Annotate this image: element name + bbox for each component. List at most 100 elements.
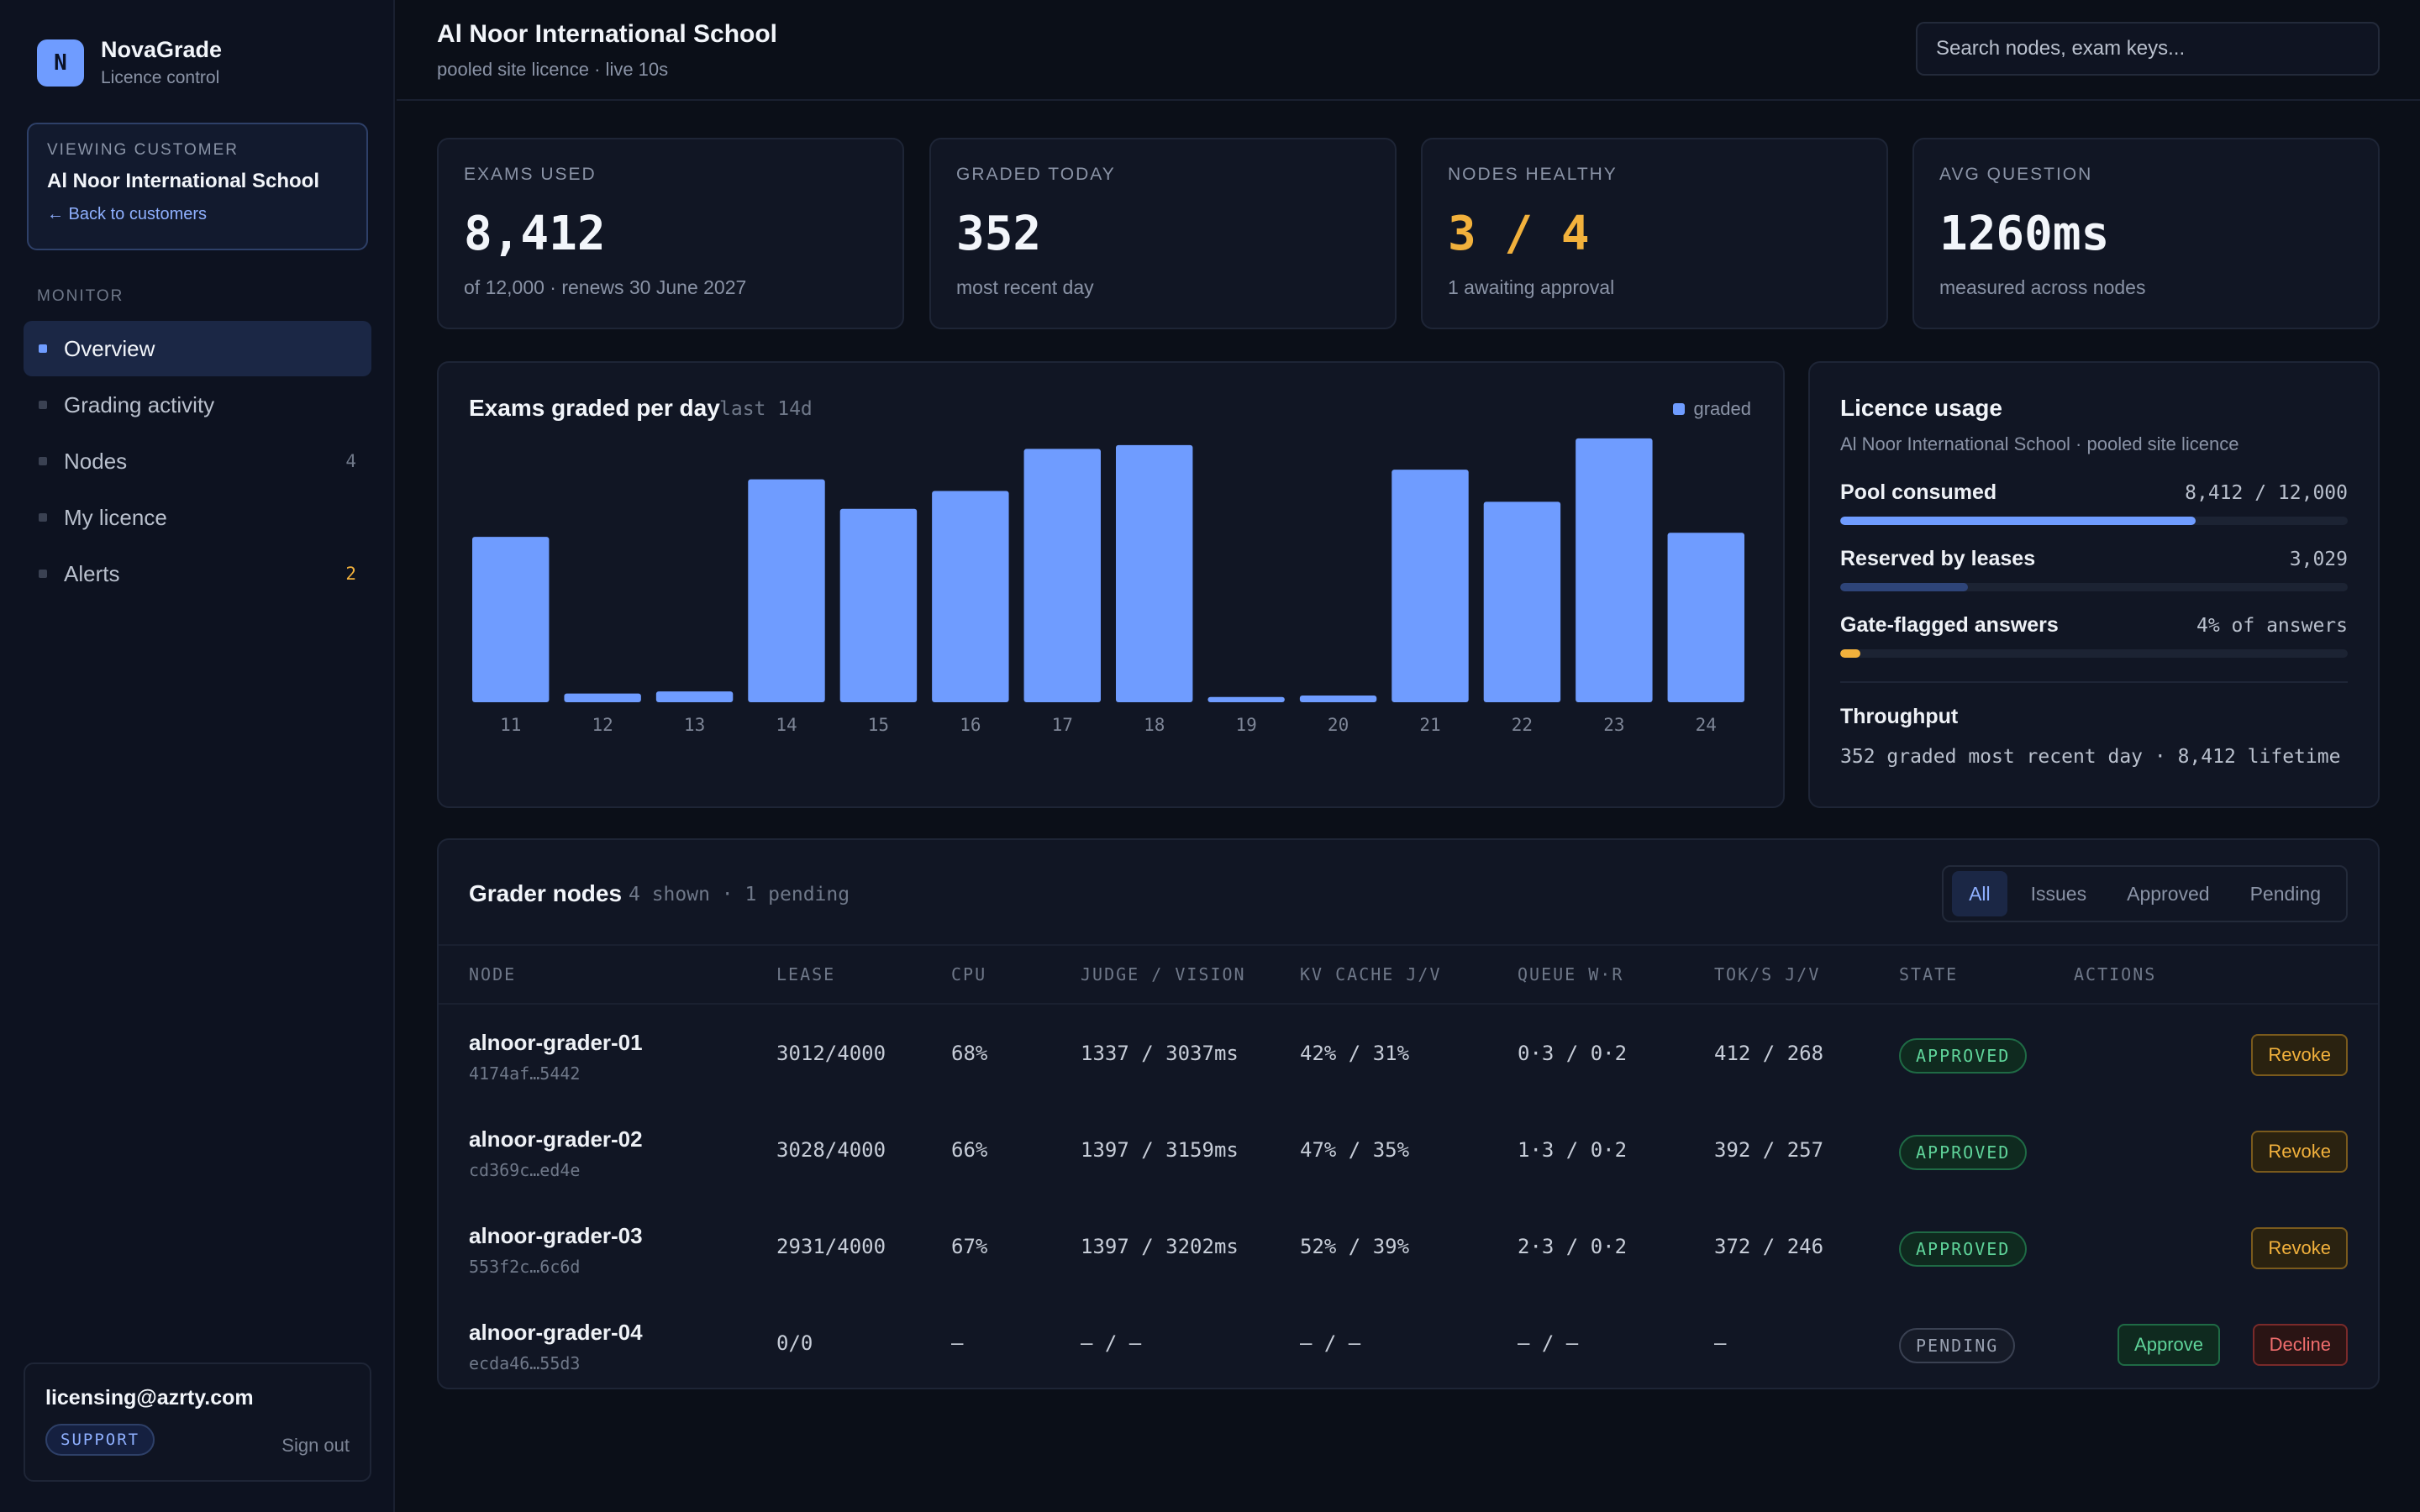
x-tick-label: 12 xyxy=(592,715,613,735)
queue-cell: 1·3 / 0·2 xyxy=(1518,1138,1628,1162)
x-tick-label: 24 xyxy=(1696,715,1717,735)
stat-card-nodes-healthy: Nodes healthy 3 / 4 1 awaiting approval xyxy=(1421,138,1888,329)
bar-day-17 xyxy=(1023,449,1101,702)
legend-label: graded xyxy=(1693,398,1751,419)
meter-fill xyxy=(1840,583,1969,591)
kv-cache-cell: 47% / 35% xyxy=(1300,1138,1410,1162)
table-row: alnoor-grader-04 ecda46…55d3 0/0 — — / —… xyxy=(439,1294,2378,1391)
queue-cell: 0·3 / 0·2 xyxy=(1518,1042,1628,1065)
nav-dot-icon xyxy=(39,344,47,353)
lease-cell: 2931/4000 xyxy=(776,1235,886,1258)
meter-track xyxy=(1840,583,2348,591)
filter-pending[interactable]: Pending xyxy=(2249,882,2321,905)
page-title: Al Noor International School xyxy=(437,20,778,48)
sidebar-item-my-licence[interactable]: My licence xyxy=(24,490,371,545)
stat-label: Nodes healthy xyxy=(1448,165,1618,184)
bar-day-14 xyxy=(748,479,825,702)
column-header-state: State xyxy=(1899,964,1959,984)
x-tick-label: 17 xyxy=(1052,715,1073,735)
sign-out-link[interactable]: Sign out xyxy=(281,1435,350,1456)
lease-cell: 3012/4000 xyxy=(776,1042,886,1065)
nodes-count-badge: 4 xyxy=(345,451,356,471)
chart-title: Exams graded per day xyxy=(469,395,720,421)
user-email: licensing@azrty.com xyxy=(45,1386,254,1410)
stat-subtext: measured across nodes xyxy=(1939,276,2146,298)
toks-cell: 392 / 257 xyxy=(1714,1138,1824,1162)
search-input[interactable] xyxy=(1916,22,2380,76)
stat-value: 1260ms xyxy=(1939,207,2110,261)
stat-value: 352 xyxy=(956,207,1042,261)
sidebar-nav: Overview Grading activity Nodes 4 My lic… xyxy=(24,321,371,602)
stat-label: Exams used xyxy=(464,165,597,184)
meter-track xyxy=(1840,649,2348,658)
filter-all[interactable]: All xyxy=(1952,871,2007,916)
toks-cell: — xyxy=(1714,1331,1727,1355)
filter-issues[interactable]: Issues xyxy=(2030,882,2087,905)
customer-name: Al Noor International School xyxy=(47,170,320,192)
table-row: alnoor-grader-01 4174af…5442 3012/4000 6… xyxy=(439,1005,2378,1101)
sidebar-item-nodes[interactable]: Nodes 4 xyxy=(24,433,371,489)
stat-card-graded-today: Graded today 352 most recent day xyxy=(929,138,1397,329)
node-name: alnoor-grader-02 xyxy=(469,1126,643,1152)
column-header-toks: Tok/s J/V xyxy=(1714,964,1821,984)
revoke-button[interactable]: Revoke xyxy=(2251,1034,2348,1076)
filter-approved[interactable]: Approved xyxy=(2127,882,2210,905)
table-title: Grader nodes xyxy=(469,880,623,906)
meter-track xyxy=(1840,517,2348,525)
divider xyxy=(1840,681,2348,683)
judge-vision-cell: 1397 / 3202ms xyxy=(1081,1235,1239,1258)
licence-subtitle: Al Noor International School · pooled si… xyxy=(1840,433,2239,454)
column-header-node: Node xyxy=(469,964,517,984)
stat-value: 8,412 xyxy=(464,207,606,261)
stat-subtext: of 12,000 · renews 30 June 2027 xyxy=(464,276,747,298)
judge-vision-cell: 1397 / 3159ms xyxy=(1081,1138,1239,1162)
bar-day-15 xyxy=(839,508,918,702)
grader-nodes-card: Grader nodes 4 shown · 1 pending All Iss… xyxy=(437,838,2380,1389)
divider xyxy=(439,1003,2378,1005)
meter-value: 3,029 xyxy=(2289,549,2348,570)
page-subtitle: pooled site licence · live 10s xyxy=(437,59,669,80)
column-header-kv-cache: KV cache J/V xyxy=(1300,964,1442,984)
meter-label: Pool consumed xyxy=(1840,480,1997,504)
judge-vision-cell: — / — xyxy=(1081,1331,1142,1355)
brand-name: NovaGrade xyxy=(101,37,223,62)
meter-gate-flagged: Gate-flagged answers 4% of answers xyxy=(1840,613,2348,658)
kv-cache-cell: 52% / 39% xyxy=(1300,1235,1410,1258)
revoke-button[interactable]: Revoke xyxy=(2251,1131,2348,1173)
sidebar-item-overview[interactable]: Overview xyxy=(24,321,371,376)
throughput-value: 352 graded most recent day · 8,412 lifet… xyxy=(1840,746,2341,768)
sidebar-item-alerts[interactable]: Alerts 2 xyxy=(24,546,371,601)
sidebar: N NovaGrade Licence control Viewing cust… xyxy=(0,0,395,1512)
meter-label: Gate-flagged answers xyxy=(1840,613,2059,637)
x-tick-label: 19 xyxy=(1235,715,1256,735)
column-header-judge-vision: Judge / Vision xyxy=(1081,964,1246,984)
stat-subtext: 1 awaiting approval xyxy=(1448,276,1615,298)
bar-chart: 11 12 13 14 15 16 17 18 19 20 21 22 23 24 xyxy=(472,438,1744,735)
chart-range: last 14d xyxy=(719,398,813,420)
table-row: alnoor-grader-03 553f2c…6c6d 2931/4000 6… xyxy=(439,1198,2378,1294)
sidebar-item-grading-activity[interactable]: Grading activity xyxy=(24,377,371,433)
kv-cache-cell: 42% / 31% xyxy=(1300,1042,1410,1065)
revoke-button[interactable]: Revoke xyxy=(2251,1227,2348,1269)
node-id: 553f2c…6c6d xyxy=(469,1257,581,1277)
bar-day-11 xyxy=(472,537,550,702)
cpu-cell: 66% xyxy=(951,1138,988,1162)
stat-label: Avg question xyxy=(1939,165,2093,184)
status-badge: APPROVED xyxy=(1899,1231,2028,1267)
bar-day-16 xyxy=(932,491,1009,702)
stat-subtext: most recent day xyxy=(956,276,1094,298)
meter-label: Reserved by leases xyxy=(1840,547,2036,570)
decline-button[interactable]: Decline xyxy=(2252,1324,2348,1366)
status-badge: PENDING xyxy=(1899,1328,2016,1363)
node-name: alnoor-grader-03 xyxy=(469,1223,643,1248)
lease-cell: 0/0 xyxy=(776,1331,813,1355)
exams-per-day-chart-card: Exams graded per day last 14d graded 11 1… xyxy=(437,361,1785,808)
nav-heading: MONITOR xyxy=(37,287,124,305)
bar-day-24 xyxy=(1667,533,1744,702)
node-id: 4174af…5442 xyxy=(469,1063,581,1084)
approve-button[interactable]: Approve xyxy=(2118,1324,2220,1366)
back-to-customers-link[interactable]: ← Back to customers xyxy=(47,205,208,223)
bar-day-20 xyxy=(1299,696,1377,702)
sidebar-item-label: Grading activity xyxy=(64,391,215,417)
x-tick-label: 20 xyxy=(1328,715,1349,735)
